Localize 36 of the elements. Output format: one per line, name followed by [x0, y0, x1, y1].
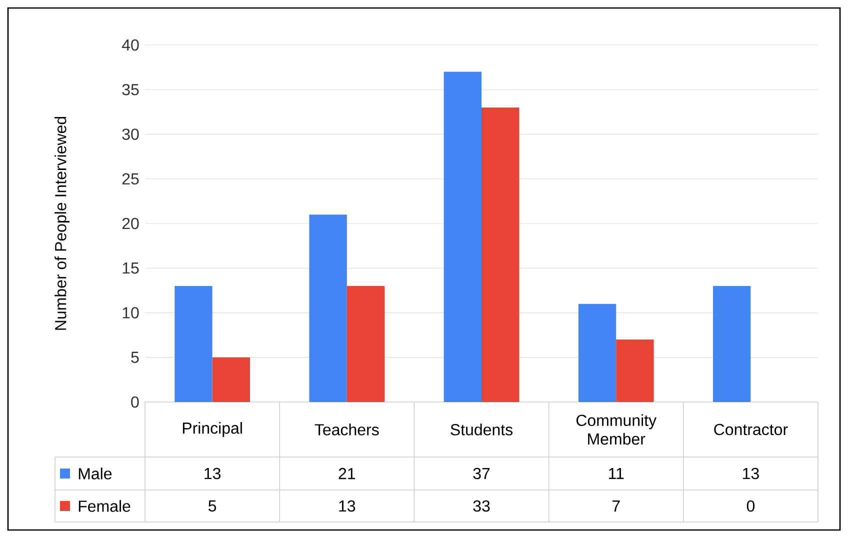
y-tick-label: 0: [131, 396, 139, 408]
y-tick-label: 40: [122, 39, 139, 51]
y-tick-label: 25: [122, 173, 139, 185]
legend-label: Female: [78, 500, 130, 512]
data-label: 21: [338, 468, 356, 480]
data-label: 33: [473, 500, 490, 512]
data-label: 11: [609, 468, 624, 480]
data-label: 37: [473, 468, 490, 480]
x-tick-label: Principal: [182, 422, 242, 437]
bar: [174, 286, 212, 402]
data-label: 13: [339, 500, 356, 512]
x-tick-label: Contractor: [714, 424, 788, 436]
data-label: 13: [204, 468, 220, 480]
y-tick-label: 5: [131, 352, 139, 363]
x-tick-label: Teachers: [314, 424, 379, 436]
legend-label: Male: [78, 468, 112, 480]
x-tick-label: Students: [450, 424, 513, 436]
bar: [616, 340, 654, 402]
y-tick-label: 30: [122, 128, 139, 140]
data-label: 0: [746, 500, 755, 512]
bar: [212, 357, 250, 402]
data-label: 13: [743, 468, 759, 480]
bar: [309, 214, 347, 402]
y-axis-title: Number of People Interviewed: [54, 116, 70, 330]
bar: [482, 107, 520, 402]
bar: [444, 72, 482, 402]
bar: [578, 304, 616, 402]
data-label: 5: [208, 500, 216, 512]
y-tick-label: 20: [122, 218, 139, 230]
bar: [713, 286, 751, 402]
x-tick-label: Community Member: [576, 414, 657, 445]
data-label: 7: [612, 500, 620, 512]
bar: [346, 286, 385, 402]
y-tick-label: 35: [122, 84, 139, 96]
y-tick-label: 15: [122, 262, 139, 274]
y-tick-label: 10: [122, 307, 139, 318]
